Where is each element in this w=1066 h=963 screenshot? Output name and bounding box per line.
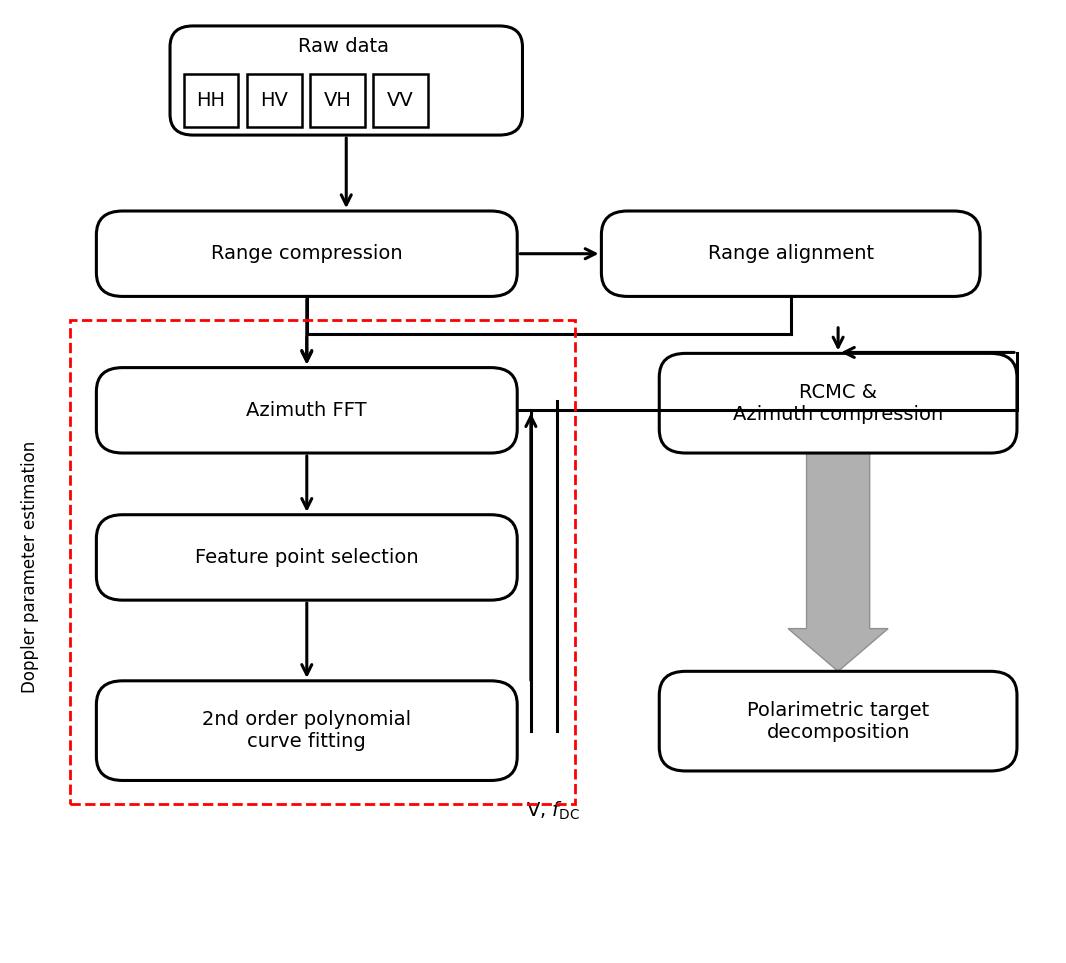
FancyBboxPatch shape <box>183 74 239 126</box>
FancyBboxPatch shape <box>96 514 517 600</box>
Text: V, $f_{\rm DC}$: V, $f_{\rm DC}$ <box>526 799 580 821</box>
Text: Raw data: Raw data <box>298 38 389 56</box>
Text: HH: HH <box>196 91 226 110</box>
Text: Doppler parameter estimation: Doppler parameter estimation <box>21 441 39 693</box>
Text: Polarimetric target
decomposition: Polarimetric target decomposition <box>747 701 930 742</box>
FancyBboxPatch shape <box>247 74 302 126</box>
Text: HV: HV <box>260 91 288 110</box>
FancyBboxPatch shape <box>601 211 980 297</box>
Text: VV: VV <box>387 91 414 110</box>
FancyBboxPatch shape <box>310 74 365 126</box>
Text: 2nd order polynomial
curve fitting: 2nd order polynomial curve fitting <box>203 710 411 751</box>
Text: Azimuth FFT: Azimuth FFT <box>246 401 367 420</box>
Text: RCMC &
Azimuth compression: RCMC & Azimuth compression <box>733 382 943 424</box>
FancyBboxPatch shape <box>373 74 427 126</box>
FancyBboxPatch shape <box>96 681 517 780</box>
FancyBboxPatch shape <box>169 26 522 135</box>
Text: VH: VH <box>323 91 351 110</box>
FancyBboxPatch shape <box>659 671 1017 771</box>
Text: Range alignment: Range alignment <box>708 245 874 263</box>
Polygon shape <box>788 453 888 671</box>
FancyBboxPatch shape <box>96 211 517 297</box>
FancyBboxPatch shape <box>659 353 1017 453</box>
Text: Feature point selection: Feature point selection <box>195 548 419 567</box>
Text: Range compression: Range compression <box>211 245 403 263</box>
FancyBboxPatch shape <box>96 368 517 453</box>
